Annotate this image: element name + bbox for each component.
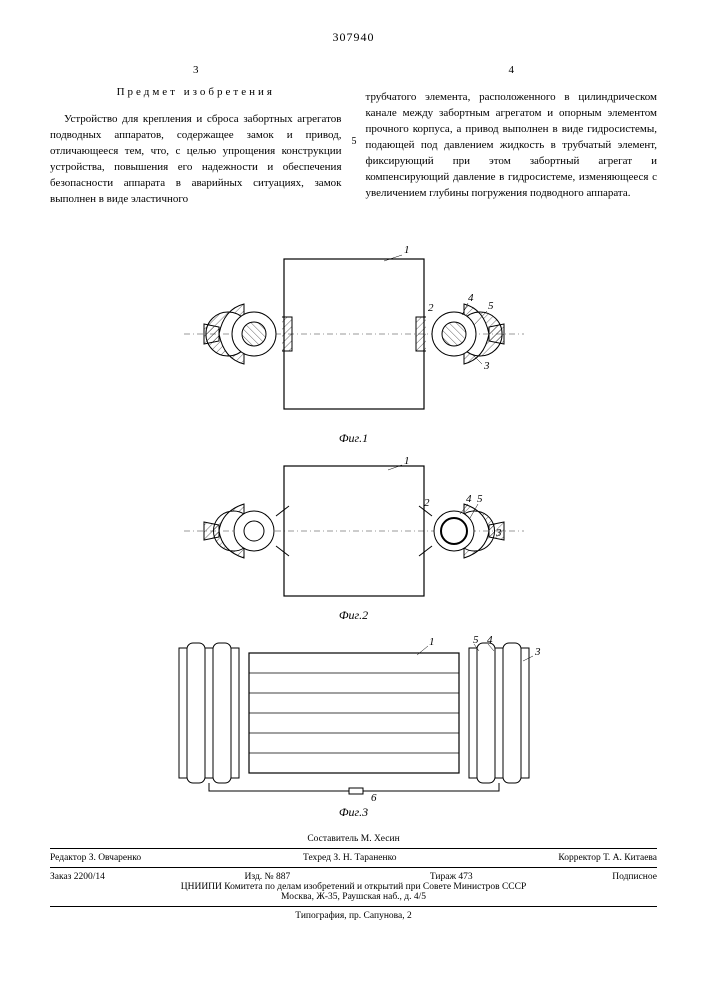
col-num-left: 3 [50, 63, 342, 79]
footer-tirazh: Тираж 473 [430, 872, 473, 882]
footer-compiler: Составитель М. Хесин [50, 834, 657, 844]
left-column: 3 Предмет изобретения Устройство для кре… [50, 63, 342, 219]
fig3-label-1: 1 [429, 636, 435, 648]
claim-text-left: Устройство для крепления и сброса заборт… [50, 112, 342, 208]
footer-addr: Москва, Ж-35, Раушская наб., д. 4/5 [50, 892, 657, 902]
fig1-label-2: 2 [428, 302, 434, 314]
fig3-label-3: 3 [534, 646, 541, 658]
fig3-label-6: 6 [371, 792, 377, 803]
right-column: 5 4 трубчатого элемента, расположенного … [366, 63, 658, 219]
text-columns: 3 Предмет изобретения Устройство для кре… [50, 63, 657, 219]
claim-text-right: трубчатого элемента, расположенного в ци… [366, 90, 658, 202]
footer-printer: Типография, пр. Сапунова, 2 [50, 911, 657, 921]
footer-print-row: Заказ 2200/14 Изд. № 887 Тираж 473 Подпи… [50, 872, 657, 882]
footer-izd: Изд. № 887 [245, 872, 291, 882]
footer-editor: Редактор З. Овчаренко [50, 853, 141, 863]
footer-techred: Техред З. Н. Тараненко [303, 853, 396, 863]
fig2-caption: Фиг.2 [50, 608, 657, 623]
fig2-label-5: 5 [477, 493, 483, 505]
fig2-label-1: 1 [404, 456, 410, 467]
col-num-right: 4 [366, 63, 658, 79]
figure-3: 1 3 5 4 6 [139, 633, 569, 803]
line-number-5: 5 [352, 135, 357, 150]
fig1-label-3: 3 [483, 360, 490, 372]
fig1-caption: Фиг.1 [50, 431, 657, 446]
footer-credits-row: Редактор З. Овчаренко Техред З. Н. Таран… [50, 853, 657, 863]
fig2-label-2: 2 [424, 497, 430, 509]
fig3-caption: Фиг.3 [50, 805, 657, 820]
footer-podpisnoe: Подписное [612, 872, 657, 882]
footer-org: ЦНИИПИ Комитета по делам изобретений и о… [50, 882, 657, 892]
footer: Составитель М. Хесин Редактор З. Овчарен… [50, 834, 657, 921]
figures-block: 1 2 3 4 5 Фиг.1 [50, 239, 657, 820]
fig1-label-4: 4 [468, 292, 474, 304]
page: 307940 3 Предмет изобретения Устройство … [0, 0, 707, 941]
footer-order: Заказ 2200/14 [50, 872, 105, 882]
fig1-label-5: 5 [488, 300, 494, 312]
fig1-label-1: 1 [404, 244, 410, 256]
figure-1: 1 2 3 4 5 [174, 239, 534, 429]
document-number: 307940 [50, 30, 657, 45]
footer-corrector: Корректор Т. А. Китаева [558, 853, 657, 863]
fig2-label-3: 3 [495, 527, 502, 539]
claim-title: Предмет изобретения [50, 85, 342, 101]
fig2-label-4: 4 [466, 493, 472, 505]
figure-2: 1 2 3 4 5 [174, 456, 534, 606]
